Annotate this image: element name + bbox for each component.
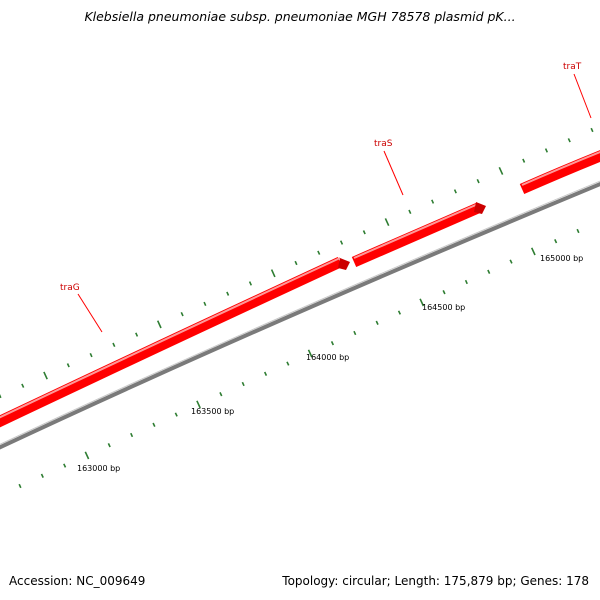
inner-tick-mark xyxy=(107,443,111,448)
traG-leader-line xyxy=(77,293,103,333)
traT-leader-line xyxy=(573,73,592,119)
inner-tick-mark xyxy=(487,269,491,274)
outer-tick-mark xyxy=(203,301,207,307)
outer-tick-mark xyxy=(135,332,139,337)
gene-label-traT[interactable]: traT xyxy=(563,62,582,72)
accession-label: Accession: NC_009649 xyxy=(9,574,146,588)
outer-tick-mark xyxy=(294,260,298,266)
gene-traS-arrow[interactable] xyxy=(351,202,486,268)
inner-tick-mark xyxy=(576,228,580,234)
inner-tick-mark xyxy=(286,361,290,366)
backbone xyxy=(0,180,600,450)
map-title: Klebsiella pneumoniae subsp. pneumoniae … xyxy=(84,9,516,24)
inner-tick-mark xyxy=(84,451,90,460)
outer-tick-mark xyxy=(43,371,48,380)
inner-tick-mark xyxy=(554,239,558,244)
scale-label-163000: 163000 bp xyxy=(77,464,120,473)
scale-label-165000: 165000 bp xyxy=(540,254,583,263)
outer-tick-mark xyxy=(431,199,435,204)
inner-tick-mark xyxy=(464,279,468,285)
inner-tick-mark xyxy=(419,298,425,307)
inner-tick-mark xyxy=(63,463,67,468)
inner-tick-mark xyxy=(40,473,44,478)
inner-tick-mark xyxy=(196,400,201,409)
outer-tick-mark xyxy=(248,281,253,286)
scale-label-164500: 164500 bp xyxy=(422,303,465,312)
topology-summary: Topology: circular; Length: 175,879 bp; … xyxy=(282,574,589,588)
outer-tick-mark xyxy=(522,158,526,163)
outer-tick-mark xyxy=(544,148,549,153)
inner-tick-mark xyxy=(397,310,402,315)
outer-tick-mark xyxy=(498,166,504,175)
inner-tick-mark xyxy=(307,349,313,358)
outer-tick-mark xyxy=(362,230,366,235)
outer-tick-mark xyxy=(476,178,480,184)
scale-label-163500: 163500 bp xyxy=(191,407,234,416)
outer-tick-mark xyxy=(339,240,344,245)
inner-tick-mark xyxy=(219,392,223,397)
outer-tick-mark xyxy=(89,352,93,358)
inner-tick-mark xyxy=(353,330,357,336)
outer-tick-mark xyxy=(0,394,2,399)
gene-traT-arrow[interactable] xyxy=(519,148,600,195)
inner-tick-mark xyxy=(375,320,379,325)
outer-tick-mark xyxy=(226,291,230,296)
inner-tick-mark xyxy=(241,381,245,387)
outer-tick-mark xyxy=(590,127,594,133)
outer-tick-mark xyxy=(567,138,571,143)
inner-tick-mark xyxy=(330,341,335,346)
outer-tick-mark xyxy=(112,342,116,348)
inner-tick-mark xyxy=(530,247,536,256)
inner-tick-mark xyxy=(174,412,178,417)
scale-labels: 163000 bp 163500 bp 164000 bp 164500 bp … xyxy=(77,254,583,473)
outer-tick-mark xyxy=(270,269,276,278)
outer-tick-mark xyxy=(156,320,162,329)
outer-tick-mark xyxy=(66,363,70,368)
inner-tick-mark xyxy=(442,290,446,295)
outer-tick-track xyxy=(0,127,594,399)
outer-tick-mark xyxy=(21,383,25,388)
inner-tick-track xyxy=(18,228,580,489)
gene-labels: traG traS traT xyxy=(60,62,592,333)
scale-label-164000: 164000 bp xyxy=(306,353,349,362)
outer-tick-mark xyxy=(180,311,184,317)
outer-tick-mark xyxy=(408,209,412,215)
gene-track xyxy=(0,148,600,428)
outer-tick-mark xyxy=(384,218,390,227)
inner-tick-mark xyxy=(152,422,156,427)
inner-tick-mark xyxy=(130,432,134,438)
inner-tick-mark xyxy=(18,483,22,489)
outer-tick-mark xyxy=(453,189,457,194)
traS-leader-line xyxy=(383,150,404,196)
gene-label-traS[interactable]: traS xyxy=(374,139,393,149)
outer-tick-mark xyxy=(317,250,321,255)
inner-tick-mark xyxy=(509,259,513,264)
inner-tick-mark xyxy=(263,371,268,376)
gene-traG-arrow[interactable] xyxy=(0,257,350,428)
gene-label-traG[interactable]: traG xyxy=(60,283,80,293)
